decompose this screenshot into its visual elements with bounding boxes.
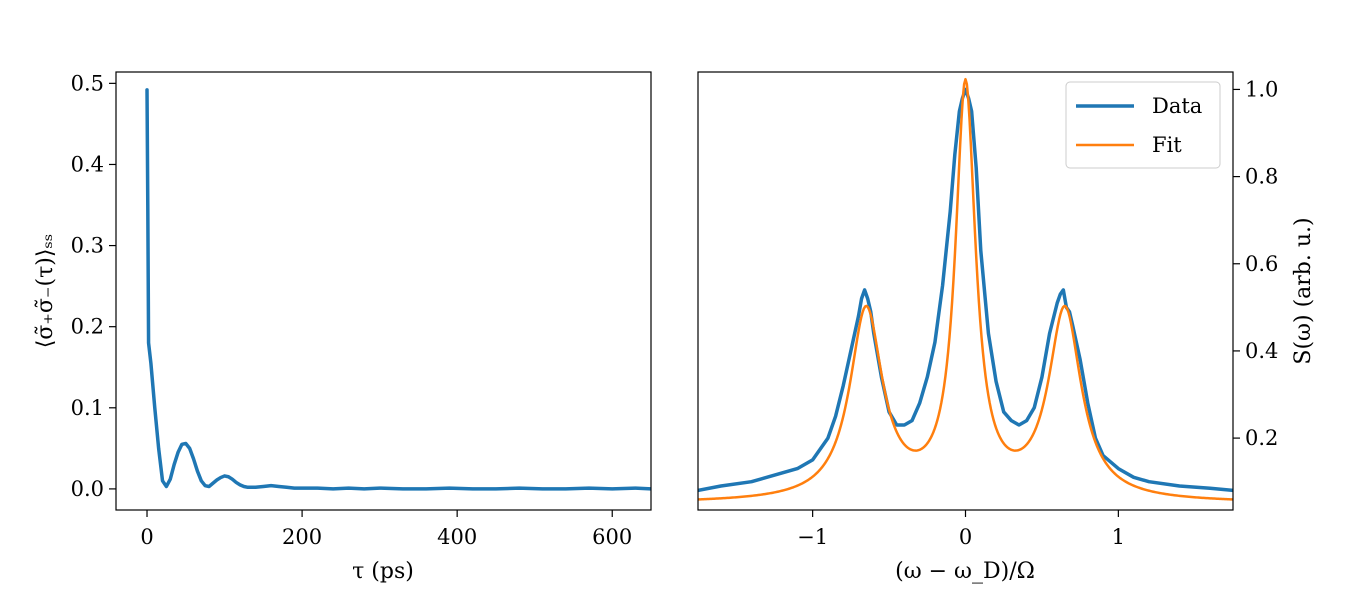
right-y-ticks: 0.2 0.4 0.6 0.8 1.0 [1233,77,1278,450]
left-axes-frame [115,71,652,511]
left-x-tick-label: 600 [592,525,632,549]
left-y-ticks: 0.0 0.1 0.2 0.3 0.4 0.5 [71,71,116,501]
left-line-series-0 [145,88,651,491]
legend-label-data: Data [1152,94,1202,118]
left-panel: 0 200 400 600 0.0 0.1 0.2 0.3 0.4 0.5 τ (ps) ⟨σ̃… [33,71,652,584]
legend: Data Fit [1065,81,1221,169]
left-plot-area [116,72,651,510]
right-x-tick-label: −1 [797,525,828,549]
legend-label-fit: Fit [1152,133,1182,157]
right-y-tick-label: 0.4 [1245,339,1278,363]
left-y-tick-label: 0.0 [71,477,104,501]
left-x-tick-label: 0 [140,525,153,549]
right-x-tick-label: 0 [959,525,972,549]
left-x-tick-label: 200 [282,525,322,549]
right-x-axis-label: (ω − ω_D)/Ω [895,559,1035,584]
right-series-group [698,77,1233,501]
left-x-tick-label: 400 [437,525,477,549]
left-x-ticks: 0 200 400 600 [140,510,632,549]
left-x-axis-label: τ (ps) [352,559,414,584]
right-line-fit [698,77,1233,501]
right-y-tick-label: 0.8 [1245,165,1278,189]
right-y-tick-label: 0.2 [1245,426,1278,450]
left-y-tick-label: 0.1 [71,396,104,420]
right-y-axis-label: S(ω) (arb. u.) [1291,217,1316,364]
left-series-group [145,88,651,491]
right-line-data [698,87,1233,493]
legend-box [1065,81,1221,169]
right-x-tick-label: 1 [1112,525,1125,549]
left-y-axis-label: ⟨σ̃₊σ̃₋(τ)⟩ₛₛ [33,234,58,349]
left-y-tick-label: 0.4 [71,152,104,176]
right-y-tick-label: 0.6 [1245,252,1278,276]
left-y-tick-label: 0.2 [71,315,104,339]
right-x-ticks: −1 0 1 [797,510,1125,549]
right-y-tick-label: 1.0 [1245,77,1278,101]
left-y-tick-label: 0.5 [71,71,104,95]
left-y-tick-label: 0.3 [71,234,104,258]
right-panel: −1 0 1 0.2 0.4 0.6 0.8 1.0 (ω − ω_D)/Ω S(ω) (a… [697,71,1316,584]
